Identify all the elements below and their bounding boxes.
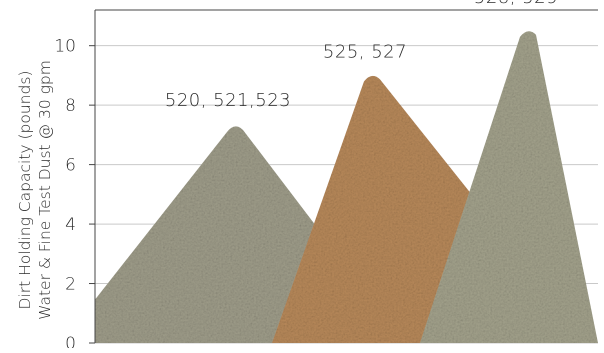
y-tick-label: 8: [65, 96, 76, 116]
y-axis-title: Dirt Holding Capacity (pounds) Water & F…: [16, 60, 54, 320]
pile-labels: 520, 521,523 525, 527 528, 529: [165, 0, 558, 111]
y-axis: 0 2 4 6 8 10: [54, 9, 598, 353]
pile-bar: [420, 31, 598, 343]
y-tick-label: 6: [65, 156, 76, 176]
y-tick-label: 2: [65, 275, 76, 295]
y-axis-title-line-2: Water & Fine Test Dust @ 30 gpm: [36, 60, 54, 320]
y-tick-label: 0: [65, 334, 76, 348]
pile-label: 520, 521,523: [165, 90, 291, 111]
y-tick-label: 10: [54, 37, 76, 57]
pile-label: 525, 527: [323, 41, 407, 62]
y-axis-title-line-1: Dirt Holding Capacity (pounds): [16, 71, 34, 310]
pile-label: 528, 529: [474, 0, 558, 8]
dirt-piles: [95, 31, 598, 343]
y-tick-label: 4: [65, 215, 76, 235]
